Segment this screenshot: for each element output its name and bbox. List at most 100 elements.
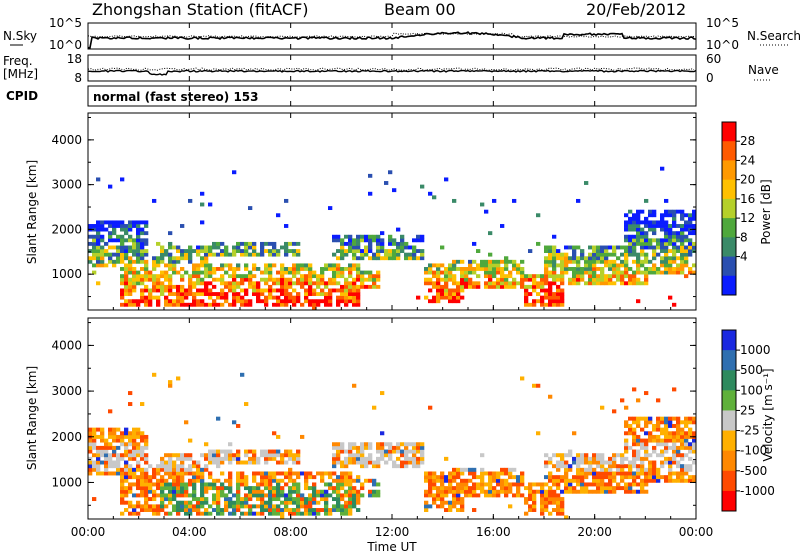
- heatmap-cell: [160, 500, 165, 505]
- heatmap-cell: [116, 434, 121, 439]
- heatmap-cell: [124, 284, 129, 289]
- heatmap-cell: [136, 478, 141, 483]
- heatmap-cell: [588, 252, 593, 257]
- heatmap-cell: [584, 482, 589, 487]
- heatmap-cell: [544, 475, 549, 480]
- heatmap-cell: [348, 493, 353, 498]
- heatmap-cell: [544, 249, 549, 253]
- heatmap-cell: [136, 270, 141, 275]
- heatmap-cell: [308, 486, 313, 491]
- heatmap-cell: [192, 478, 197, 483]
- heatmap-cell: [608, 467, 613, 472]
- heatmap-cell: [96, 249, 101, 253]
- heatmap-cell: [580, 489, 585, 494]
- heatmap-cell: [356, 249, 361, 253]
- heatmap-cell: [468, 263, 473, 268]
- heatmap-cell: [276, 511, 281, 516]
- heatmap-cell: [144, 277, 149, 282]
- heatmap-cell: [464, 267, 469, 271]
- heatmap-cell: [624, 482, 629, 487]
- heatmap-cell: [220, 263, 225, 268]
- heatmap-cell: [584, 471, 589, 476]
- heatmap-cell: [260, 475, 265, 480]
- heatmap-cell: [152, 256, 157, 261]
- heatmap-cell: [156, 259, 161, 264]
- heatmap-cell: [400, 241, 405, 246]
- heatmap-cell: [144, 299, 149, 304]
- heatmap-cell: [628, 249, 633, 253]
- heatmap-cell: [432, 493, 437, 498]
- heatmap-cell: [176, 464, 181, 469]
- heatmap-cell: [484, 270, 489, 275]
- heatmap-cell: [620, 398, 625, 403]
- heatmap-cell: [252, 284, 257, 289]
- heatmap-cell: [164, 471, 169, 476]
- heatmap-cell: [432, 299, 437, 304]
- heatmap-cell: [640, 252, 645, 257]
- heatmap-cell: [568, 464, 573, 469]
- heatmap-cell: [136, 500, 141, 505]
- heatmap-cell: [368, 442, 373, 447]
- heatmap-cell: [288, 295, 293, 300]
- heatmap-cell: [532, 302, 537, 307]
- heatmap-cell: [564, 460, 569, 465]
- heatmap-cell: [244, 511, 249, 516]
- heatmap-cell: [440, 478, 445, 483]
- heatmap-cell: [520, 274, 525, 279]
- heatmap-cell: [672, 453, 677, 458]
- heatmap-cell: [640, 220, 645, 225]
- heatmap-cell: [368, 489, 373, 494]
- heatmap-cell: [688, 420, 693, 425]
- heatmap-cell: [560, 511, 565, 516]
- heatmap-cell: [316, 500, 321, 505]
- heatmap-cell: [120, 220, 125, 225]
- heatmap-cell: [588, 274, 593, 279]
- heatmap-cell: [144, 467, 149, 472]
- heatmap-cell: [184, 482, 189, 487]
- heatmap-cell: [288, 511, 293, 516]
- heatmap-cell: [492, 486, 497, 491]
- heatmap-cell: [356, 263, 361, 268]
- heatmap-cell: [624, 431, 629, 436]
- heatmap-cell: [428, 267, 433, 271]
- heatmap-cell: [672, 434, 677, 439]
- heatmap-cell: [136, 511, 141, 516]
- heatmap-cell: [540, 284, 545, 289]
- heatmap-cell: [628, 252, 633, 257]
- heatmap-cell: [452, 281, 457, 286]
- heatmap-cell: [144, 486, 149, 491]
- heatmap-cell: [384, 453, 389, 458]
- heatmap-cell: [456, 295, 461, 300]
- heatmap-cell: [152, 295, 157, 300]
- heatmap-cell: [308, 493, 313, 498]
- heatmap-cell: [400, 245, 405, 250]
- heatmap-cell: [568, 489, 573, 494]
- heatmap-cell: [632, 427, 637, 432]
- heatmap-cell: [528, 504, 533, 509]
- heatmap-cell: [604, 471, 609, 476]
- heatmap-cell: [352, 281, 357, 286]
- heatmap-cell: [200, 500, 205, 505]
- heatmap-cell: [256, 489, 261, 494]
- heatmap-cell: [628, 216, 633, 221]
- heatmap-cell: [144, 238, 149, 243]
- heatmap-cell: [164, 504, 169, 509]
- heatmap-cell: [660, 453, 665, 458]
- heatmap-cell: [340, 449, 345, 454]
- heatmap-cell: [324, 267, 329, 271]
- heatmap-cell: [208, 504, 213, 509]
- heatmap-cell: [172, 292, 177, 296]
- heatmap-cell: [692, 213, 697, 218]
- heatmap-cell: [608, 267, 613, 271]
- heatmap-cell: [692, 241, 697, 246]
- heatmap-cell: [596, 486, 601, 491]
- heatmap-cell: [592, 453, 597, 458]
- heatmap-cell: [132, 299, 137, 304]
- heatmap-cell: [600, 252, 605, 257]
- heatmap-cell: [292, 453, 297, 458]
- heatmap-cell: [428, 277, 433, 282]
- heatmap-cell: [212, 449, 217, 454]
- heatmap-cell: [596, 460, 601, 465]
- heatmap-cell: [112, 445, 117, 450]
- heatmap-cell: [228, 511, 233, 516]
